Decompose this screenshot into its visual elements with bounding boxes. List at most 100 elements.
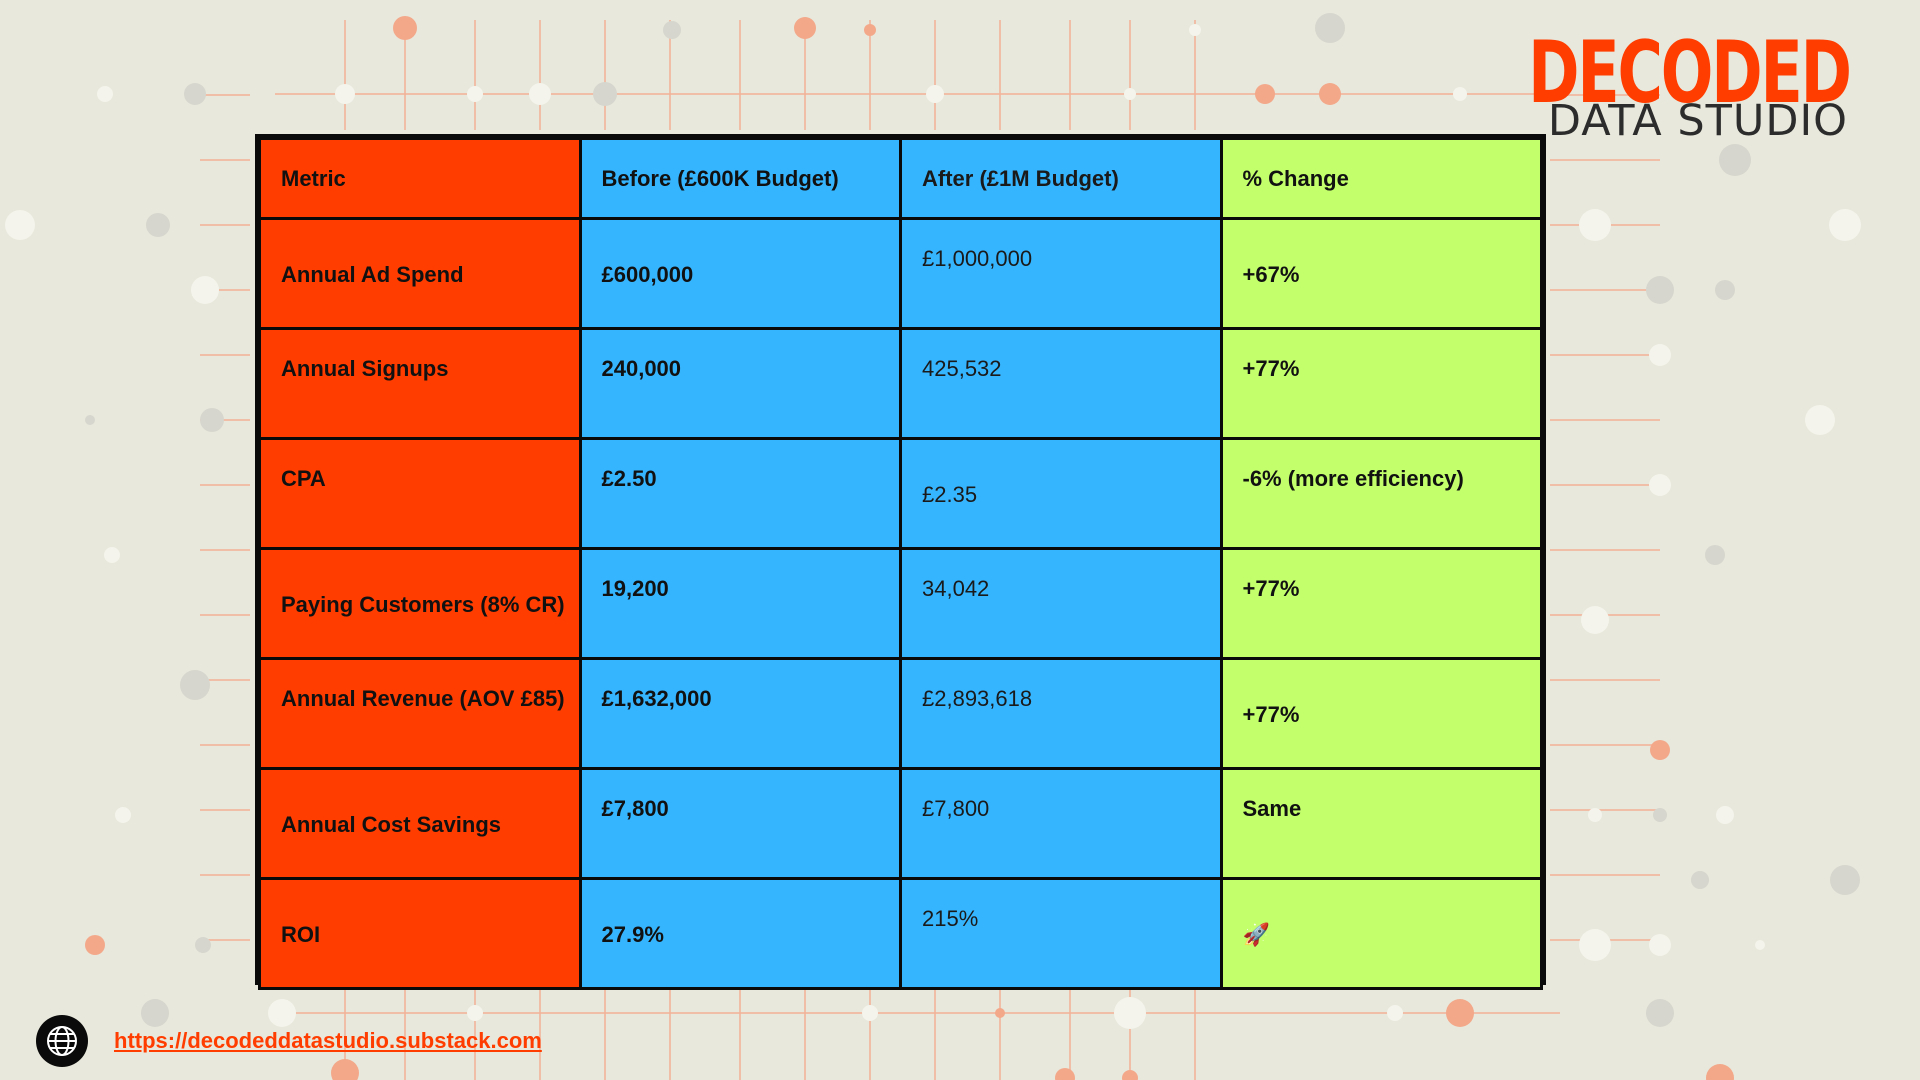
table-row: ROI 27.9% 215% 🚀 [258,877,1543,990]
decor-dot [1453,87,1467,101]
decor-dot [331,1059,359,1080]
decor-dot [862,1005,878,1021]
table-row: CPA £2.50 £2.35 -6% (more efficiency) [258,437,1543,550]
table-row: Annual Revenue (AOV £85) £1,632,000 £2,8… [258,657,1543,770]
decor-dot [1719,144,1751,176]
decor-dot [191,276,219,304]
decor-dot [1122,1070,1138,1080]
decor-dot [794,17,816,39]
substack-link[interactable]: https://decodeddatastudio.substack.com [114,1028,542,1053]
decor-dot [1387,1005,1403,1021]
decor-dot [146,213,170,237]
change-cell: -6% (more efficiency) [1219,437,1543,550]
table-row: Annual Ad Spend £600,000 £1,000,000 +67% [258,217,1543,330]
decor-dot [85,415,95,425]
after-cell: 425,532 [899,327,1223,440]
decor-dot [1319,83,1341,105]
header-metric: Metric [258,137,582,220]
decor-dot [1755,940,1765,950]
decor-dot [104,547,120,563]
decor-dot [1706,1064,1734,1080]
rocket-icon: 🚀 [1242,922,1270,947]
decor-dot [995,1008,1005,1018]
decor-dot [1124,88,1136,100]
decor-dot [1315,13,1345,43]
decor-dot [195,937,211,953]
decor-dot [1581,606,1609,634]
decor-dot [1653,808,1667,822]
decor-dot [1646,999,1674,1027]
decor-dot [1579,929,1611,961]
table-row: Annual Signups 240,000 425,532 +77% [258,327,1543,440]
after-cell: £2,893,618 [899,657,1223,770]
change-cell: +77% [1219,547,1543,660]
decor-dot [393,16,417,40]
decor-dot [200,408,224,432]
before-cell: 27.9% [578,877,902,990]
before-cell: 19,200 [578,547,902,660]
decor-dot [1829,209,1861,241]
after-cell: 215% [899,877,1223,990]
change-cell: 🚀 [1219,877,1543,990]
table-header-row: Metric Before (£600K Budget) After (£1M … [258,137,1543,220]
header-change: % Change [1219,137,1543,220]
header-before: Before (£600K Budget) [578,137,902,220]
decor-dot [1649,344,1671,366]
decor-dot [1114,997,1146,1029]
after-cell: £2.35 [899,437,1223,550]
after-cell: 34,042 [899,547,1223,660]
decor-dot [1579,209,1611,241]
decor-dot [1649,934,1671,956]
decor-dot [97,86,113,102]
decor-dot [467,86,483,102]
change-cell: +77% [1219,327,1543,440]
metric-cell: Annual Cost Savings [258,767,582,880]
table-row: Annual Cost Savings £7,800 £7,800 Same [258,767,1543,880]
decor-dot [467,1005,483,1021]
decor-dot [1650,740,1670,760]
brand-subtitle: DATA STUDIO [1547,96,1848,146]
after-cell: £1,000,000 [899,217,1223,330]
comparison-table: Metric Before (£600K Budget) After (£1M … [255,134,1546,990]
after-cell: £7,800 [899,767,1223,880]
metric-cell: Annual Revenue (AOV £85) [258,657,582,770]
before-cell: £600,000 [578,217,902,330]
change-cell: +67% [1219,217,1543,330]
decor-dot [1715,280,1735,300]
decor-dot [1255,84,1275,104]
before-cell: £7,800 [578,767,902,880]
decor-dot [1805,405,1835,435]
decor-dot [1646,276,1674,304]
decor-dot [335,84,355,104]
metric-cell: Annual Signups [258,327,582,440]
decor-dot [85,935,105,955]
decor-dot [141,999,169,1027]
brand-title: DECODED [1528,23,1852,123]
metric-cell: Paying Customers (8% CR) [258,547,582,660]
footer: https://decodeddatastudio.substack.com [36,1015,542,1067]
before-cell: £1,632,000 [578,657,902,770]
change-cell: Same [1219,767,1543,880]
before-cell: 240,000 [578,327,902,440]
metric-cell: Annual Ad Spend [258,217,582,330]
change-cell: +77% [1219,657,1543,770]
decor-dot [593,82,617,106]
header-after: After (£1M Budget) [899,137,1223,220]
globe-icon [36,1015,88,1067]
decor-dot [1055,1068,1075,1080]
brand-logo: DECODED DATA STUDIO [1528,30,1852,150]
metric-cell: CPA [258,437,582,550]
decor-dot [1691,871,1709,889]
before-cell: £2.50 [578,437,902,550]
decor-dot [1716,806,1734,824]
decor-dot [1588,808,1602,822]
decor-dot [864,24,876,36]
decor-dot [1830,865,1860,895]
decor-dot [1189,24,1201,36]
table-row: Paying Customers (8% CR) 19,200 34,042 +… [258,547,1543,660]
decor-dot [1705,545,1725,565]
decor-dot [663,21,681,39]
decor-dot [184,83,206,105]
decor-dot [529,83,551,105]
